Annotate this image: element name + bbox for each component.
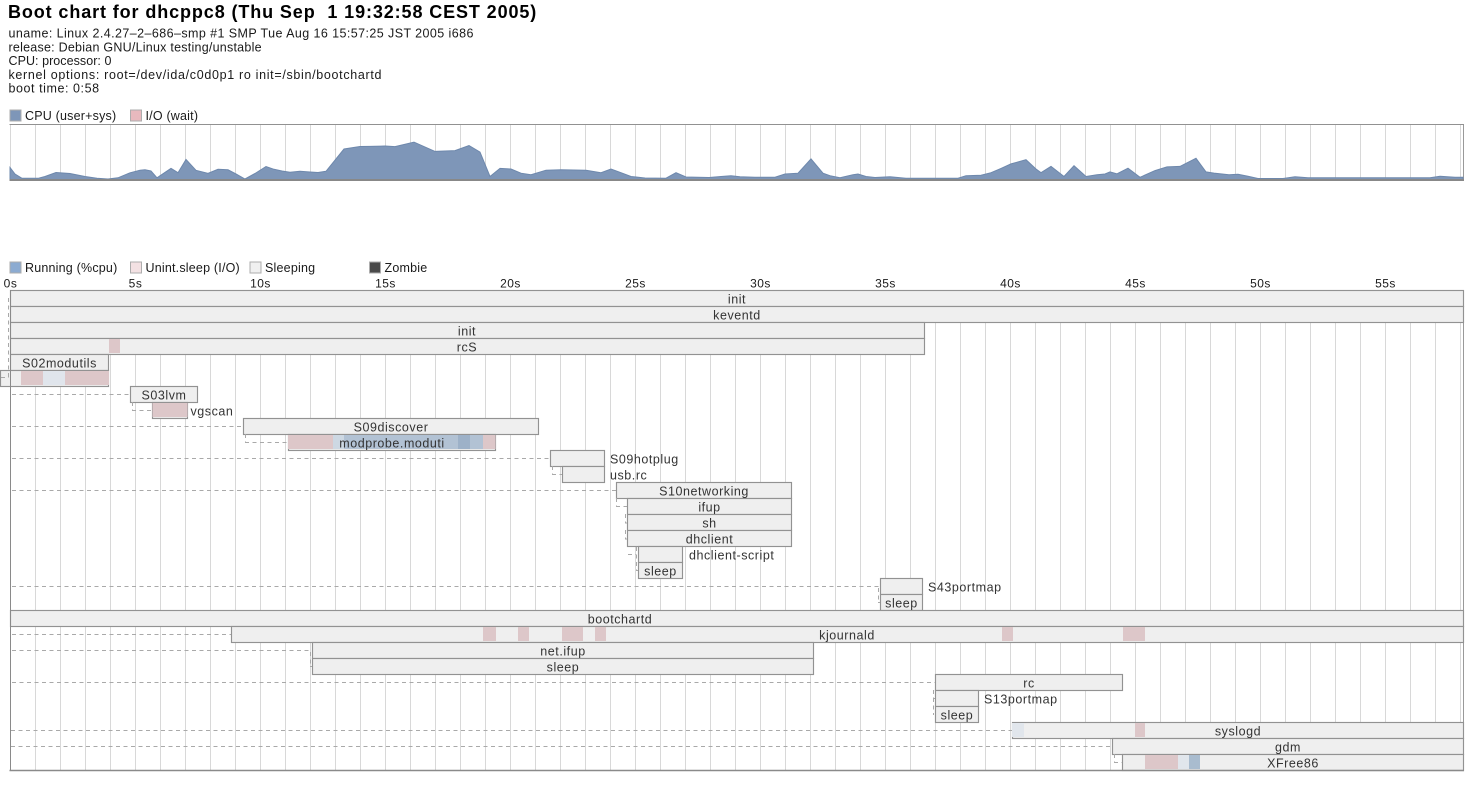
svg-text:sleep: sleep — [885, 596, 918, 610]
svg-text:XFree86: XFree86 — [1267, 756, 1319, 770]
svg-text:init: init — [458, 324, 476, 338]
svg-text:bootchartd: bootchartd — [588, 612, 653, 626]
svg-text:sleep: sleep — [941, 708, 974, 722]
svg-text:S02modutils: S02modutils — [22, 356, 97, 370]
svg-text:gdm: gdm — [1275, 740, 1301, 754]
svg-text:55s: 55s — [1375, 277, 1396, 291]
svg-text:kjournald: kjournald — [819, 628, 875, 642]
svg-text:S09discover: S09discover — [354, 420, 429, 434]
svg-text:dhclient: dhclient — [686, 532, 734, 546]
svg-text:40s: 40s — [1000, 277, 1021, 291]
svg-text:net.ifup: net.ifup — [540, 644, 585, 658]
svg-text:5s: 5s — [129, 277, 143, 291]
svg-text:sh: sh — [702, 516, 716, 530]
svg-text:15s: 15s — [375, 277, 396, 291]
svg-text:35s: 35s — [875, 277, 896, 291]
svg-text:Zombie: Zombie — [385, 261, 428, 275]
svg-text:rcS: rcS — [457, 340, 477, 354]
svg-text:ifup: ifup — [698, 500, 720, 514]
svg-text:kernel options: root=/dev/ida/: kernel options: root=/dev/ida/c0d0p1 ro … — [9, 68, 383, 82]
svg-text:vgscan: vgscan — [191, 404, 234, 418]
svg-text:Boot chart for dhcppc8 (Thu Se: Boot chart for dhcppc8 (Thu Sep 1 19:32:… — [8, 2, 537, 22]
svg-text:CPU: processor: 0: CPU: processor: 0 — [9, 54, 112, 68]
svg-text:dhclient-script: dhclient-script — [689, 548, 774, 562]
svg-text:release: Debian GNU/Linux test: release: Debian GNU/Linux testing/unstab… — [9, 40, 262, 54]
svg-text:init: init — [728, 292, 746, 306]
svg-text:S03lvm: S03lvm — [142, 388, 187, 402]
svg-text:45s: 45s — [1125, 277, 1146, 291]
svg-text:50s: 50s — [1250, 277, 1271, 291]
svg-text:S43portmap: S43portmap — [928, 580, 1002, 594]
svg-text:modprobe.moduti: modprobe.moduti — [339, 436, 445, 450]
svg-text:sleep: sleep — [547, 660, 580, 674]
svg-text:syslogd: syslogd — [1215, 724, 1261, 738]
svg-text:25s: 25s — [625, 277, 646, 291]
svg-text:Running (%cpu): Running (%cpu) — [25, 261, 117, 275]
svg-text:boot time: 0:58: boot time: 0:58 — [9, 82, 100, 96]
svg-text:usb.rc: usb.rc — [610, 468, 647, 482]
svg-text:10s: 10s — [250, 277, 271, 291]
svg-text:uname: Linux 2.4.27–2–686–smp: uname: Linux 2.4.27–2–686–smp #1 SMP Tue… — [9, 27, 474, 41]
svg-text:Unint.sleep (I/O): Unint.sleep (I/O) — [146, 261, 240, 275]
svg-text:S13portmap: S13portmap — [984, 692, 1058, 706]
svg-text:Sleeping: Sleeping — [265, 261, 315, 275]
svg-text:sleep: sleep — [644, 564, 677, 578]
svg-text:S10networking: S10networking — [659, 484, 749, 498]
svg-text:0s: 0s — [4, 277, 18, 291]
svg-text:20s: 20s — [500, 277, 521, 291]
svg-text:S09hotplug: S09hotplug — [610, 452, 679, 466]
svg-text:30s: 30s — [750, 277, 771, 291]
svg-text:I/O (wait): I/O (wait) — [146, 109, 199, 123]
svg-text:rc: rc — [1023, 676, 1035, 690]
svg-text:keventd: keventd — [713, 308, 761, 322]
svg-text:CPU (user+sys): CPU (user+sys) — [25, 109, 116, 123]
